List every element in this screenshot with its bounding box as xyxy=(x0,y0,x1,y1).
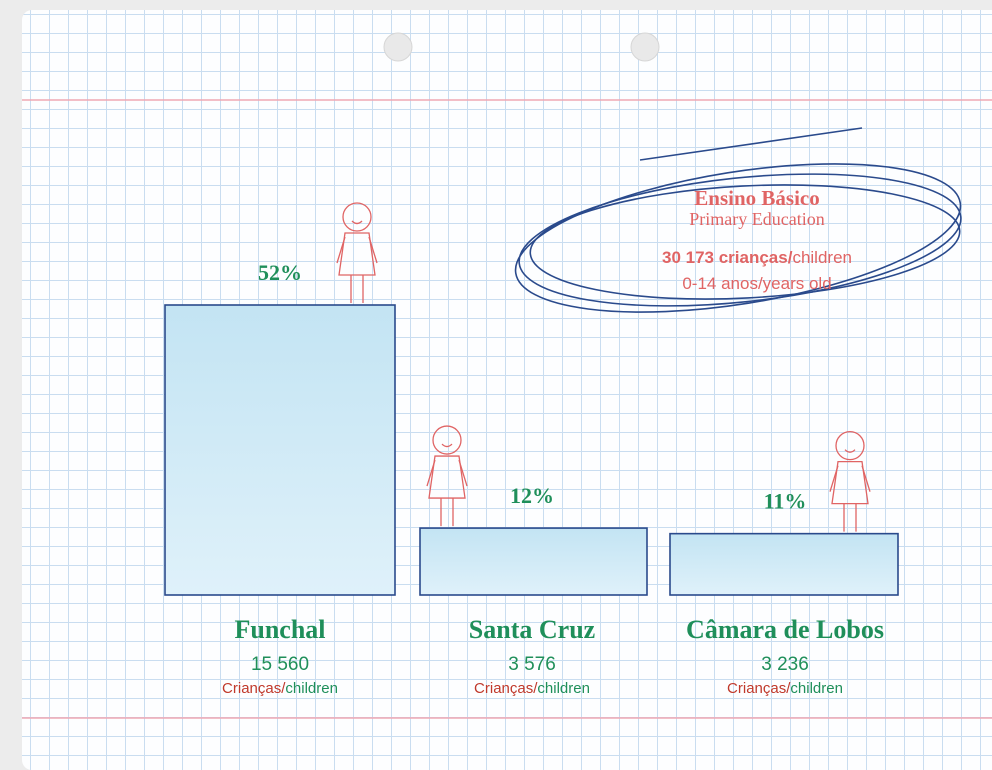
bar xyxy=(420,528,647,595)
count-label: 15 560 xyxy=(251,654,309,675)
total: 30 173 crianças/ xyxy=(662,248,793,267)
category-label: Câmara de Lobos xyxy=(686,615,884,644)
age-en: years old xyxy=(763,274,832,293)
subtitle: Primary Education xyxy=(689,209,824,229)
head xyxy=(433,426,461,454)
category-label: Funchal xyxy=(234,615,325,644)
count-label: 3 236 xyxy=(761,654,809,675)
smile xyxy=(442,444,452,447)
head xyxy=(343,203,371,231)
unit: Crianças/ xyxy=(727,680,791,697)
category-label: Santa Cruz xyxy=(469,615,595,644)
unit-label: Crianças/children xyxy=(474,680,590,697)
unit-label: Crianças/children xyxy=(222,680,338,697)
count-label: 3 576 xyxy=(508,654,556,675)
binder-hole xyxy=(384,33,412,61)
unit-en: children xyxy=(790,680,843,697)
child-illustration xyxy=(830,432,870,532)
value-label: 52% xyxy=(258,260,302,285)
head xyxy=(836,432,864,460)
legs xyxy=(441,498,453,526)
value-label: 12% xyxy=(510,483,554,508)
unit-en: children xyxy=(537,680,590,697)
total-annotation: 30 173 crianças/children xyxy=(662,248,852,267)
binder-hole xyxy=(631,33,659,61)
legs xyxy=(351,275,363,303)
value-label: 11% xyxy=(764,489,807,514)
legs xyxy=(844,504,856,532)
chart: Ensino Básico Primary Education 30 173 c… xyxy=(0,0,992,743)
age: 0-14 anos/ xyxy=(682,274,763,293)
child-illustration xyxy=(427,426,467,526)
child-illustration xyxy=(337,203,377,303)
title: Ensino Básico xyxy=(694,186,819,210)
unit-label: Crianças/children xyxy=(727,680,843,697)
unit: Crianças/ xyxy=(474,680,538,697)
bar xyxy=(670,534,898,595)
smile xyxy=(845,450,855,453)
bar xyxy=(165,305,395,595)
unit-en: children xyxy=(285,680,338,697)
scribble-ellipse xyxy=(505,128,970,338)
total-en: children xyxy=(792,248,852,267)
unit: Crianças/ xyxy=(222,680,286,697)
age-annotation: 0-14 anos/years old xyxy=(682,274,831,293)
smile xyxy=(352,221,362,224)
page: Ensino Básico Primary Education 30 173 c… xyxy=(0,0,992,743)
